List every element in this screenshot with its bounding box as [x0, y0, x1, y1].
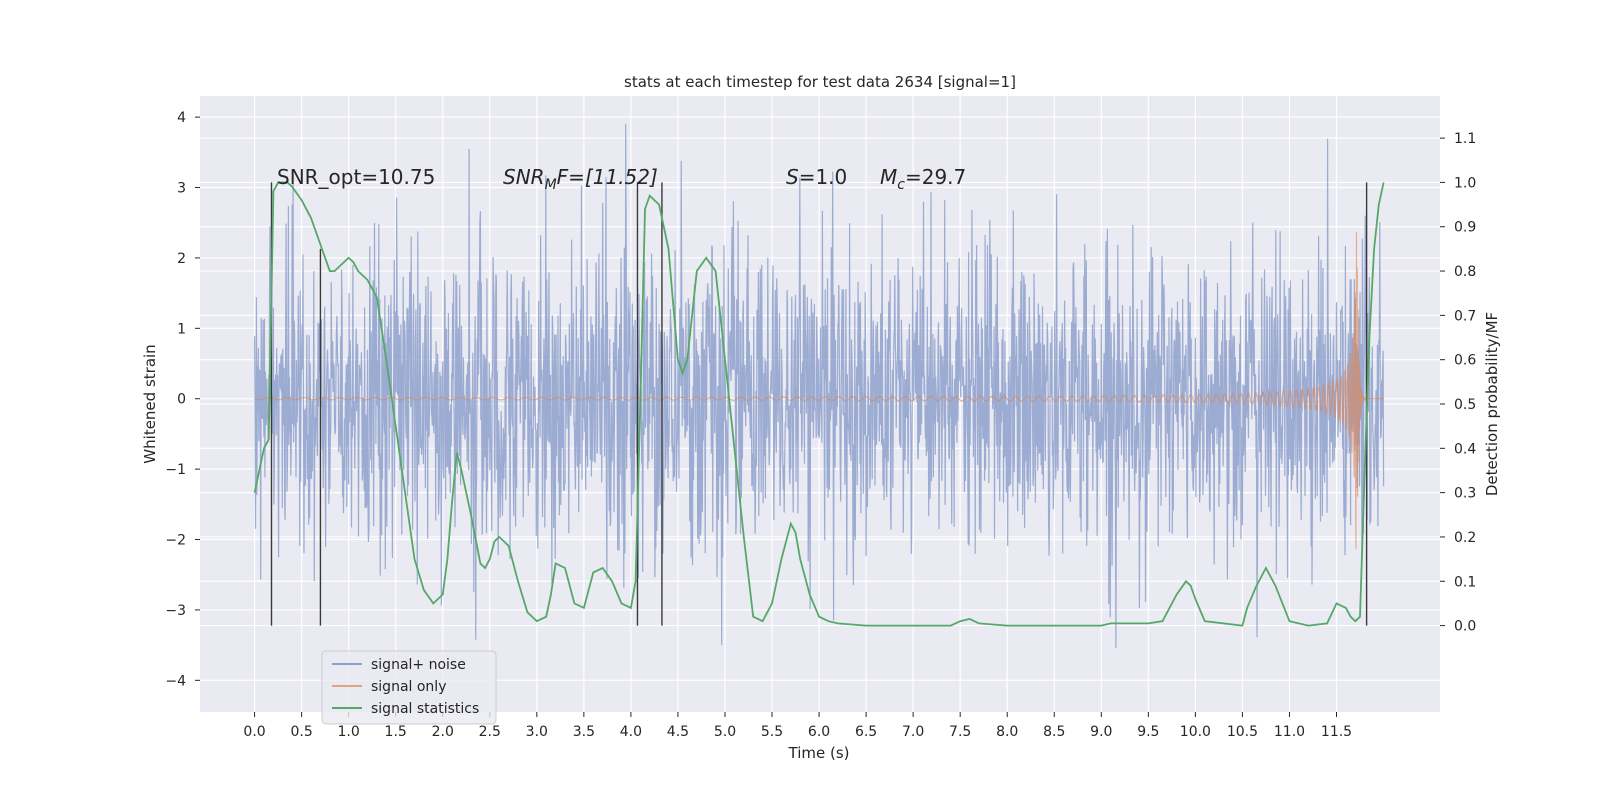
y-tick-label-left: −2	[165, 533, 186, 549]
signal-trace	[254, 232, 1384, 549]
y-tick-label-right: 0.9	[1454, 220, 1476, 236]
y-tick-label-right: 0.2	[1454, 530, 1476, 546]
y-tick-label-right: 0.3	[1454, 486, 1476, 502]
y-tick-label-left: −3	[165, 603, 186, 619]
annotation-mc: Mc=29.7	[880, 165, 966, 193]
y-tick-label-right: 0.1	[1454, 574, 1476, 590]
y-axis-label-left: Whitened strain	[141, 344, 159, 463]
x-tick-label: 7.0	[902, 724, 924, 740]
x-tick-label: 9.0	[1090, 724, 1112, 740]
y-tick-label-right: 0.5	[1454, 397, 1476, 413]
x-tick-label: 6.5	[855, 724, 877, 740]
legend-label-noise: signal+ noise	[371, 657, 466, 673]
x-tick-label: 1.0	[338, 724, 360, 740]
annotation-s: S=1.0	[786, 165, 847, 189]
series-signal-only	[254, 232, 1384, 549]
x-tick-label: 10.5	[1227, 724, 1258, 740]
annotation-snr-opt: SNR_opt=10.75	[277, 165, 435, 189]
y-tick-label-left: 4	[177, 110, 186, 126]
y-tick-label-left: 1	[177, 321, 186, 337]
legend-box	[321, 650, 497, 725]
x-tick-label: 0.0	[243, 724, 265, 740]
x-tick-label: 8.5	[1043, 724, 1065, 740]
x-tick-label: 11.5	[1321, 724, 1352, 740]
y-tick-label-right: 1.0	[1454, 175, 1476, 191]
y-tick-label-left: 0	[177, 392, 186, 408]
x-tick-label: 6.0	[808, 724, 830, 740]
legend: signal+ noise signal only signal statist…	[321, 650, 497, 725]
series-signal-statistics	[253, 181, 1385, 627]
x-tick-label: 5.5	[761, 724, 783, 740]
y-tick-label-right: 0.6	[1454, 353, 1476, 369]
y-tick-label-left: 3	[177, 181, 186, 197]
y-tick-label-left: −1	[165, 462, 186, 478]
y-tick-label-right: 1.1	[1454, 131, 1476, 147]
noise-trace	[254, 124, 1385, 649]
legend-label-stats: signal statistics	[371, 701, 479, 717]
x-tick-label: 2.5	[479, 724, 501, 740]
y-tick-label-left: −4	[165, 673, 186, 689]
x-tick-label: 5.0	[714, 724, 736, 740]
x-axis-label: Time (s)	[788, 744, 850, 762]
x-tick-label: 4.5	[667, 724, 689, 740]
legend-label-signal: signal only	[371, 679, 446, 695]
ticks: 0.0 0.5 1.0 1.5 2.0 2.5 3.0 3.5 4.0 4.5 5.0 5.5 6.0 6…	[165, 110, 1476, 740]
y-tick-label-right: 0.4	[1454, 441, 1476, 457]
y-tick-label-left: 2	[177, 251, 186, 267]
x-tick-label: 4.0	[620, 724, 642, 740]
annotation-snr-mf: SNRMF=[11.52]	[503, 165, 658, 193]
x-tick-label: 3.5	[573, 724, 595, 740]
x-tick-label: 2.0	[432, 724, 454, 740]
y-tick-label-right: 0.7	[1454, 308, 1476, 324]
x-tick-label: 0.5	[290, 724, 312, 740]
x-tick-label: 3.0	[526, 724, 548, 740]
x-tick-label: 1.5	[385, 724, 407, 740]
x-tick-label: 8.0	[996, 724, 1018, 740]
stats-trace	[253, 181, 1385, 627]
y-axis-label-right: Detection probability/MF	[1483, 312, 1501, 496]
y-tick-label-right: 0.8	[1454, 264, 1476, 280]
x-tick-label: 11.0	[1274, 724, 1305, 740]
x-tick-label: 9.5	[1137, 724, 1159, 740]
chart-title: stats at each timestep for test data 263…	[624, 73, 1016, 91]
x-tick-label: 10.0	[1180, 724, 1211, 740]
series-signal-noise	[254, 124, 1385, 649]
y-tick-label-right: 0.0	[1454, 619, 1476, 635]
x-tick-label: 7.5	[949, 724, 971, 740]
